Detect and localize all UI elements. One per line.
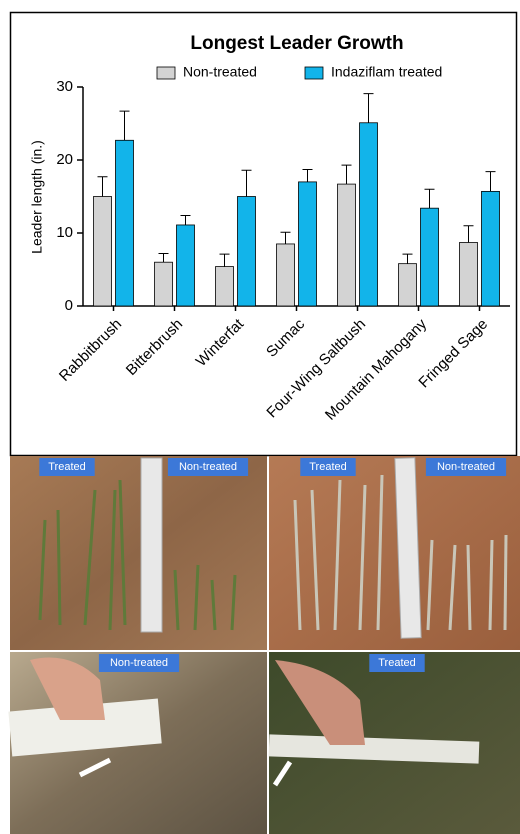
bar bbox=[299, 182, 317, 306]
y-axis-label: Leader length (in.) bbox=[29, 140, 45, 254]
legend-swatch bbox=[157, 67, 175, 79]
photos bbox=[8, 456, 520, 834]
bar bbox=[338, 184, 356, 306]
chart-title: Longest Leader Growth bbox=[190, 33, 403, 54]
photo-label: Treated bbox=[309, 461, 347, 473]
bar bbox=[94, 197, 112, 307]
bar bbox=[399, 264, 417, 306]
photo-label: Non-treated bbox=[110, 657, 168, 669]
photo-label: Non-treated bbox=[437, 461, 495, 473]
bar bbox=[421, 208, 439, 306]
bar bbox=[460, 242, 478, 306]
legend-label: Indaziflam treated bbox=[331, 64, 442, 80]
y-tick-label: 30 bbox=[56, 78, 73, 95]
bar bbox=[482, 191, 500, 306]
photo-label: Treated bbox=[378, 657, 416, 669]
y-tick-label: 10 bbox=[56, 224, 73, 241]
y-tick-label: 20 bbox=[56, 151, 73, 168]
photo bbox=[10, 456, 267, 650]
page: Longest Leader Growth Leader length (in.… bbox=[0, 0, 520, 834]
photo bbox=[269, 456, 520, 650]
bar bbox=[277, 244, 295, 306]
bar bbox=[177, 225, 195, 306]
bar bbox=[116, 140, 134, 306]
y-tick-label: 0 bbox=[65, 297, 73, 314]
photo-label: Non-treated bbox=[179, 461, 237, 473]
bar bbox=[216, 267, 234, 306]
bar bbox=[238, 197, 256, 307]
legend-label: Non-treated bbox=[183, 64, 257, 80]
photo-label: Treated bbox=[48, 461, 86, 473]
bar bbox=[360, 123, 378, 306]
ruler bbox=[141, 458, 162, 632]
legend-swatch bbox=[305, 67, 323, 79]
bar bbox=[155, 262, 173, 306]
